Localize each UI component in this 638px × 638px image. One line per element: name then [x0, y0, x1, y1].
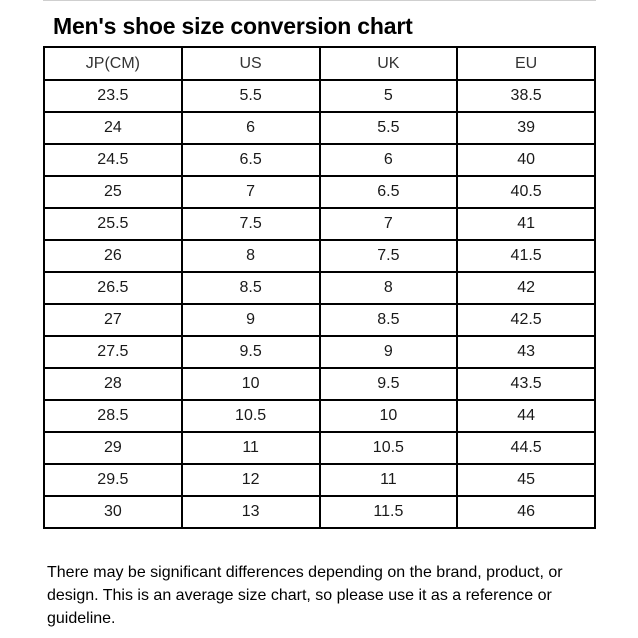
- cell-jp: 24.5: [43, 143, 183, 177]
- table-row: 25 7 6.5 40.5: [43, 175, 596, 209]
- cell-jp: 25: [43, 175, 183, 209]
- column-header-uk: UK: [318, 46, 459, 81]
- cell-eu: 40: [456, 143, 596, 177]
- table-row: 26.5 8.5 8 42: [43, 271, 596, 305]
- cell-uk: 8: [318, 271, 459, 305]
- cell-uk: 7.5: [318, 239, 459, 273]
- cell-jp: 29.5: [43, 463, 183, 497]
- cell-us: 8.5: [180, 271, 321, 305]
- cell-uk: 5.5: [318, 111, 459, 145]
- cell-uk: 9.5: [318, 367, 459, 401]
- cell-eu: 39: [456, 111, 596, 145]
- cell-eu: 41.5: [456, 239, 596, 273]
- table-row: 29.5 12 11 45: [43, 463, 596, 497]
- cell-eu: 41: [456, 207, 596, 241]
- cell-us: 6: [180, 111, 321, 145]
- cell-jp: 23.5: [43, 79, 183, 113]
- cell-jp: 26: [43, 239, 183, 273]
- cell-us: 5.5: [180, 79, 321, 113]
- cell-uk: 10: [318, 399, 459, 433]
- size-conversion-table: JP(CM) US UK EU 23.5 5.5 5 38.5 24 6 5.5 39 24…: [43, 46, 596, 529]
- table-row: 23.5 5.5 5 38.5: [43, 79, 596, 113]
- cell-eu: 46: [456, 495, 596, 529]
- cell-eu: 45: [456, 463, 596, 497]
- cell-jp: 28.5: [43, 399, 183, 433]
- table-row: 30 13 11.5 46: [43, 495, 596, 529]
- chart-title: Men's shoe size conversion chart: [53, 13, 413, 39]
- cell-eu: 44: [456, 399, 596, 433]
- table-row: 25.5 7.5 7 41: [43, 207, 596, 241]
- chart-header: Men's shoe size conversion chart: [43, 0, 596, 46]
- table-row: 29 11 10.5 44.5: [43, 431, 596, 465]
- cell-eu: 38.5: [456, 79, 596, 113]
- cell-us: 7.5: [180, 207, 321, 241]
- table-header-row: JP(CM) US UK EU: [43, 46, 596, 81]
- cell-uk: 5: [318, 79, 459, 113]
- table-row: 24 6 5.5 39: [43, 111, 596, 145]
- cell-jp: 24: [43, 111, 183, 145]
- cell-eu: 40.5: [456, 175, 596, 209]
- cell-eu: 44.5: [456, 431, 596, 465]
- cell-us: 13: [180, 495, 321, 529]
- cell-eu: 43: [456, 335, 596, 369]
- cell-jp: 29: [43, 431, 183, 465]
- cell-us: 12: [180, 463, 321, 497]
- table-row: 27.5 9.5 9 43: [43, 335, 596, 369]
- table-row: 26 8 7.5 41.5: [43, 239, 596, 273]
- cell-uk: 10.5: [318, 431, 459, 465]
- cell-us: 11: [180, 431, 321, 465]
- cell-jp: 25.5: [43, 207, 183, 241]
- cell-uk: 6.5: [318, 175, 459, 209]
- table-body: 23.5 5.5 5 38.5 24 6 5.5 39 24.5 6.5 6 40 25 7 6.5 4…: [43, 79, 596, 529]
- column-header-jp: JP(CM): [43, 46, 183, 81]
- cell-uk: 6: [318, 143, 459, 177]
- cell-uk: 11: [318, 463, 459, 497]
- table-row: 28 10 9.5 43.5: [43, 367, 596, 401]
- column-header-eu: EU: [456, 46, 596, 81]
- cell-uk: 9: [318, 335, 459, 369]
- disclaimer-note: There may be significant differences dep…: [47, 564, 563, 627]
- table-row: 27 9 8.5 42.5: [43, 303, 596, 337]
- cell-us: 10: [180, 367, 321, 401]
- cell-us: 6.5: [180, 143, 321, 177]
- cell-us: 9.5: [180, 335, 321, 369]
- cell-jp: 27: [43, 303, 183, 337]
- column-header-us: US: [180, 46, 321, 81]
- cell-jp: 30: [43, 495, 183, 529]
- cell-eu: 42.5: [456, 303, 596, 337]
- cell-us: 9: [180, 303, 321, 337]
- cell-jp: 28: [43, 367, 183, 401]
- cell-eu: 43.5: [456, 367, 596, 401]
- cell-uk: 7: [318, 207, 459, 241]
- cell-eu: 42: [456, 271, 596, 305]
- cell-us: 10.5: [180, 399, 321, 433]
- table-row: 28.5 10.5 10 44: [43, 399, 596, 433]
- table-row: 24.5 6.5 6 40: [43, 143, 596, 177]
- cell-us: 7: [180, 175, 321, 209]
- cell-jp: 27.5: [43, 335, 183, 369]
- cell-jp: 26.5: [43, 271, 183, 305]
- cell-us: 8: [180, 239, 321, 273]
- cell-uk: 11.5: [318, 495, 459, 529]
- cell-uk: 8.5: [318, 303, 459, 337]
